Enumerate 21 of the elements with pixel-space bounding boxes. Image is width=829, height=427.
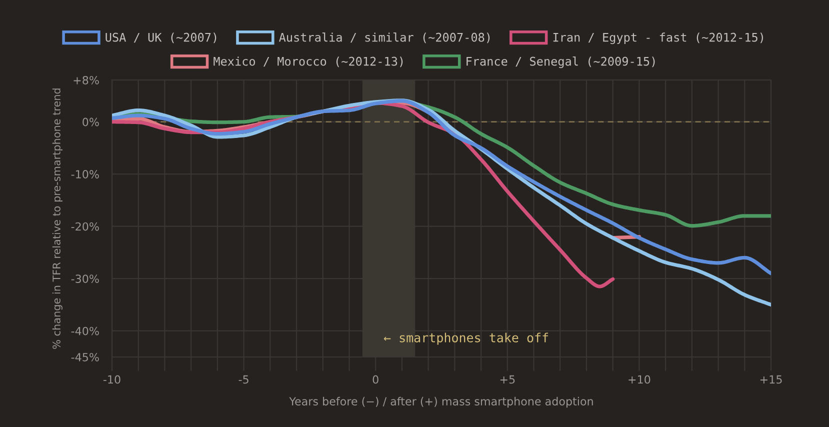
y-tick-label: -40% [71,326,99,336]
y-tick-label: 0% [82,118,99,126]
x-tick-label: +5 [500,375,515,384]
x-tick-label: -5 [238,375,248,384]
x-tick-label: +15 [760,375,782,384]
y-axis-title: % change in TFR relative to pre-smartphone trend [52,88,62,349]
legend-label: Iran / Egypt - fast (~2012-15) [553,32,763,44]
x-tick-label: +10 [628,375,650,384]
y-tick-label: +8% [74,76,99,84]
legend-label: France / Senegal (~2009-15) [466,56,655,68]
band-label: ← smartphones take off [384,332,548,345]
x-tick-label: 0 [372,375,378,384]
x-tick-label: -10 [103,375,120,384]
y-tick-label: -45% [71,352,99,362]
legend-label: Mexico / Morocco (~2012-13) [214,56,403,68]
x-axis-title: Years before (−) / after (+) mass smartphone adoption [289,396,593,408]
y-tick-label: -20% [71,222,99,231]
y-tick-label: -30% [71,274,99,283]
y-tick-label: -10% [71,170,99,178]
legend-label: USA / UK (~2007) [106,32,216,44]
legend-label: Australia / similar (~2007-08) [279,32,490,44]
